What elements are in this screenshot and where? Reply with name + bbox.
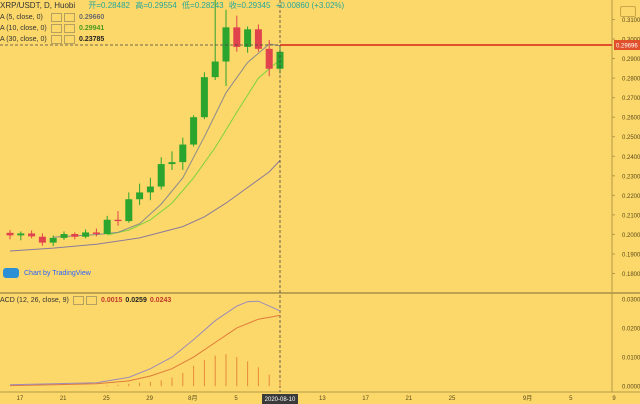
x-tick-label: 21 — [60, 396, 67, 402]
settings-icon[interactable] — [86, 296, 97, 305]
candle-body — [114, 219, 122, 222]
macd-signal-line — [9, 314, 281, 387]
settings-icon[interactable] — [64, 13, 75, 22]
ma5-legend-name: A (5, close, 0) — [0, 14, 43, 21]
candle-body — [179, 144, 187, 163]
x-tick-label: 17 — [362, 396, 369, 402]
x-tick-label: 8月 — [188, 395, 197, 402]
eye-icon[interactable] — [51, 24, 62, 33]
x-tick-label: 5 — [234, 396, 238, 402]
candle-body — [136, 192, 144, 200]
candle-body — [222, 27, 230, 62]
eye-icon[interactable] — [51, 35, 62, 44]
x-tick-label: 9月 — [523, 395, 532, 402]
ma30-legend-name: A (30, close, 0) — [0, 36, 47, 43]
x-tick-label: 25 — [449, 396, 456, 402]
macd-line — [9, 300, 281, 386]
crosshair-date-label: 2020-08-10 — [265, 397, 296, 403]
candle-body — [71, 234, 79, 237]
ma10-line — [107, 59, 281, 236]
close-value: 收=0.29345 — [228, 1, 271, 10]
crosshair-date-tag — [262, 394, 298, 404]
candle-body — [190, 117, 198, 145]
high-value: 高=0.29554 — [135, 1, 177, 10]
x-tick-label: 29 — [146, 396, 153, 402]
eye-icon[interactable] — [73, 296, 84, 305]
candle-body — [244, 29, 252, 47]
screenshot-button[interactable] — [620, 6, 636, 17]
settings-icon[interactable] — [64, 24, 75, 33]
tradingview-logo[interactable]: Chart by TradingView — [3, 268, 91, 278]
ma10-legend-value: 0.29941 — [79, 25, 105, 32]
ma5-legend-value: 0.29660 — [79, 14, 105, 21]
ma30-legend-row: A (30, close, 0) 0.23785 — [0, 35, 104, 44]
ma30-line — [9, 160, 281, 252]
candle-body — [28, 233, 36, 237]
macd-signal-value: 0.0243 — [149, 297, 172, 304]
macd-line-value: 0.0259 — [125, 297, 147, 304]
candle-body — [157, 164, 165, 187]
symbol-label: XRP/USDT, D, Huobi — [0, 1, 76, 10]
ma30-legend-value: 0.23785 — [79, 36, 105, 43]
x-tick-label: 25 — [103, 396, 110, 402]
x-tick-label: 21 — [405, 396, 412, 402]
low-value: 低=0.28243 — [182, 1, 224, 10]
macd-hist-value: 0.0015 — [101, 297, 123, 304]
tradingview-icon — [3, 268, 19, 278]
candle-body — [254, 29, 262, 49]
ma5-legend-row: A (5, close, 0) 0.29660 — [0, 13, 104, 22]
candle-body — [146, 186, 154, 193]
x-tick-label: 17 — [17, 396, 24, 402]
open-value: 开=0.28482 — [88, 1, 130, 10]
tradingview-logo-text: Chart by TradingView — [24, 269, 91, 277]
candle-body — [38, 236, 46, 243]
last-price-label: 0.29696 — [616, 44, 638, 50]
symbol-header: XRP/USDT, D, Huobi 开=0.28482 高=0.29554 低… — [0, 0, 347, 14]
candle-body — [233, 27, 241, 47]
macd-tick-label: 0.00000 — [622, 385, 640, 391]
ma5-line — [53, 43, 281, 238]
change-value: +0.00860 (+3.02%) — [275, 1, 345, 10]
macd-legend-name: ACD (12, 26, close, 9) — [0, 297, 69, 304]
candle-body — [211, 61, 219, 78]
last-price-tag — [614, 40, 640, 51]
candle-body — [265, 48, 273, 69]
settings-icon[interactable] — [64, 35, 75, 44]
candle-body — [92, 232, 100, 235]
candle-body — [82, 232, 90, 237]
candle-body — [125, 199, 133, 222]
ma10-legend-name: A (10, close, 0) — [0, 25, 47, 32]
candle-body — [49, 237, 57, 243]
x-tick-label: 13 — [319, 396, 326, 402]
macd-legend-row: ACD (12, 26, close, 9) 0.0015 0.0259 0.0… — [0, 296, 171, 305]
candle-body — [168, 162, 176, 165]
eye-icon[interactable] — [51, 13, 62, 22]
candle-body — [60, 234, 68, 238]
ma10-legend-row: A (10, close, 0) 0.29941 — [0, 24, 104, 33]
x-tick-label: 9 — [612, 396, 616, 402]
candle-body — [200, 77, 208, 118]
candle-body — [6, 232, 14, 236]
candle-body — [103, 219, 111, 235]
candle-body — [17, 233, 25, 236]
x-tick-label: 5 — [569, 396, 573, 402]
